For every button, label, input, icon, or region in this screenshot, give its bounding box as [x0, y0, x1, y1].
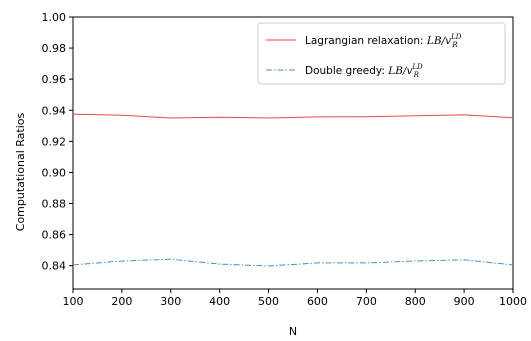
x-tick-label: 400 [209, 295, 230, 308]
legend-box [257, 22, 506, 85]
legend: Lagrangian relaxation: LB/vLD R Double gre… [257, 22, 506, 85]
y-tick-label: 0.98 [42, 42, 67, 55]
x-tick-label: 100 [63, 295, 84, 308]
y-tick-label: 0.86 [42, 229, 67, 242]
y-tick-label: 0.94 [42, 104, 67, 117]
y-tick-label: 1.00 [42, 11, 67, 24]
x-tick-label: 300 [160, 295, 181, 308]
x-axis-ticks: 100 200 300 400 500 600 700 800 900 1000 [63, 289, 527, 308]
y-axis-ticks: 0.84 0.86 0.88 0.90 0.92 0.94 0.96 0.98 1.00 [42, 11, 73, 273]
legend-label-1: Lagrangian relaxation: LB/vLD R [305, 33, 462, 49]
series-line-2 [72, 258, 514, 267]
y-tick-label: 0.96 [42, 73, 67, 86]
series-line-1 [72, 113, 514, 119]
x-axis-label: N [289, 325, 297, 338]
x-tick-label: 200 [111, 295, 132, 308]
x-tick-label: 700 [356, 295, 377, 308]
legend-label-2: Double greedy: LB/vLD R [305, 63, 423, 79]
y-tick-label: 0.88 [42, 198, 67, 211]
y-tick-label: 0.92 [42, 135, 67, 148]
x-tick-label: 800 [405, 295, 426, 308]
x-tick-label: 900 [454, 295, 475, 308]
plot-area [72, 16, 514, 290]
y-axis-label: Computational Ratios [14, 113, 27, 232]
y-tick-label: 0.84 [42, 260, 67, 273]
y-tick-label: 0.90 [42, 166, 67, 179]
x-tick-label: 1000 [499, 295, 527, 308]
series-layer [72, 113, 514, 267]
x-tick-label: 600 [307, 295, 328, 308]
x-tick-label: 500 [258, 295, 279, 308]
plot-frame [72, 16, 514, 290]
